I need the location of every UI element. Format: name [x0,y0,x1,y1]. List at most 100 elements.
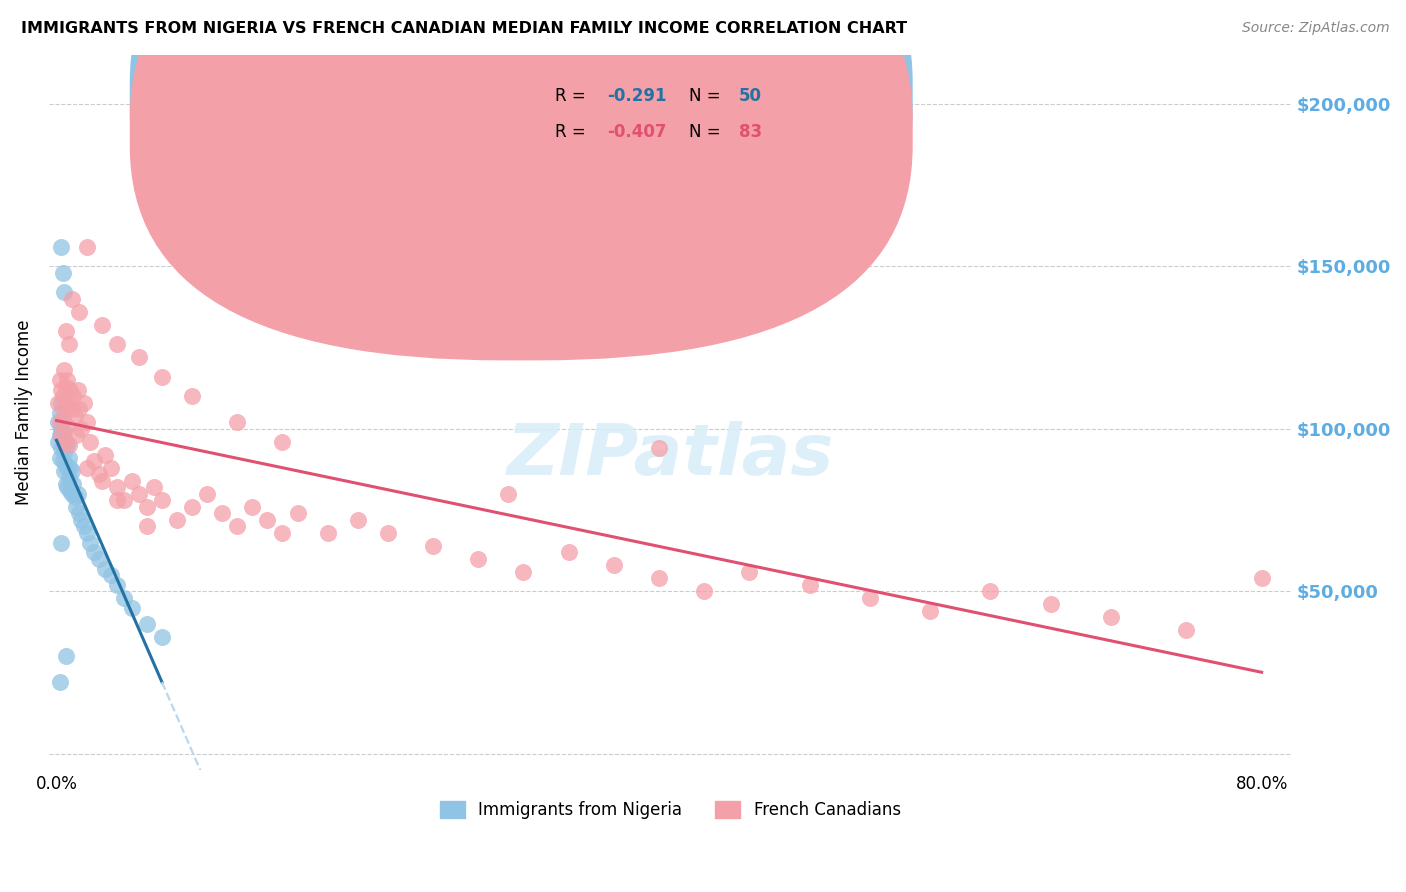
Point [72,396,94,410]
Point [105,578,128,592]
Point [920,604,942,618]
Point [128,351,150,365]
Point [498,487,520,501]
Point [55,434,77,449]
Point [60,464,83,478]
Point [51,432,73,446]
Point [87,467,110,482]
Text: R =: R = [555,122,591,141]
Point [128,487,150,501]
Point [211,506,233,520]
Point [48,373,70,387]
Point [59,460,82,475]
Point [66,383,89,397]
Point [135,500,157,514]
Point [100,460,122,475]
Point [60,487,83,501]
Point [48,451,70,466]
Point [46,434,69,449]
Point [58,438,80,452]
Point [135,616,157,631]
Point [49,442,72,456]
Point [62,389,84,403]
Point [51,266,73,280]
Text: ZIPatlas: ZIPatlas [506,421,834,490]
Point [49,428,72,442]
Point [72,519,94,533]
Point [693,584,716,599]
Text: 50: 50 [738,87,762,105]
Point [1099,610,1122,624]
Point [66,487,89,501]
Point [69,422,91,436]
Text: IMMIGRANTS FROM NIGERIA VS FRENCH CANADIAN MEDIAN FAMILY INCOME CORRELATION CHAR: IMMIGRANTS FROM NIGERIA VS FRENCH CANADI… [21,21,907,36]
Point [67,402,90,417]
Point [83,454,105,468]
FancyBboxPatch shape [129,0,912,360]
Point [181,500,204,514]
Point [76,460,98,475]
Point [76,525,98,540]
Point [51,454,73,468]
Point [58,396,80,410]
Point [226,415,249,429]
Text: 83: 83 [738,122,762,141]
Point [51,412,73,426]
Point [979,584,1001,599]
Point [76,240,98,254]
Point [53,444,76,458]
Point [271,525,294,540]
Point [150,630,173,644]
Point [557,545,579,559]
Text: N =: N = [689,122,725,141]
Point [150,493,173,508]
Point [648,571,671,585]
Point [59,383,82,397]
Point [56,418,79,433]
Point [48,675,70,690]
Point [603,558,626,573]
Point [512,565,534,579]
Text: -0.291: -0.291 [607,87,666,105]
Point [90,318,112,332]
Point [105,337,128,351]
Point [53,464,76,478]
Point [377,525,399,540]
FancyBboxPatch shape [129,0,912,325]
Point [799,578,821,592]
Point [48,415,70,429]
Point [112,591,135,605]
Point [271,434,294,449]
Point [90,474,112,488]
Point [67,506,90,520]
Point [69,513,91,527]
Point [51,409,73,423]
Point [287,506,309,520]
Point [240,500,263,514]
Point [49,396,72,410]
Point [56,460,79,475]
Point [65,428,87,442]
Point [55,399,77,413]
Y-axis label: Median Family Income: Median Family Income [15,320,32,506]
Point [67,305,90,319]
Point [46,396,69,410]
Point [49,240,72,254]
Point [150,369,173,384]
Point [738,565,761,579]
FancyBboxPatch shape [484,66,813,162]
Point [83,545,105,559]
Point [59,483,82,498]
Point [48,428,70,442]
Point [51,389,73,403]
Point [859,591,882,605]
Point [53,434,76,449]
Point [79,535,101,549]
Point [55,324,77,338]
Point [55,379,77,393]
Point [112,493,135,508]
Point [60,402,83,417]
Point [65,500,87,514]
Point [79,434,101,449]
Point [316,525,339,540]
